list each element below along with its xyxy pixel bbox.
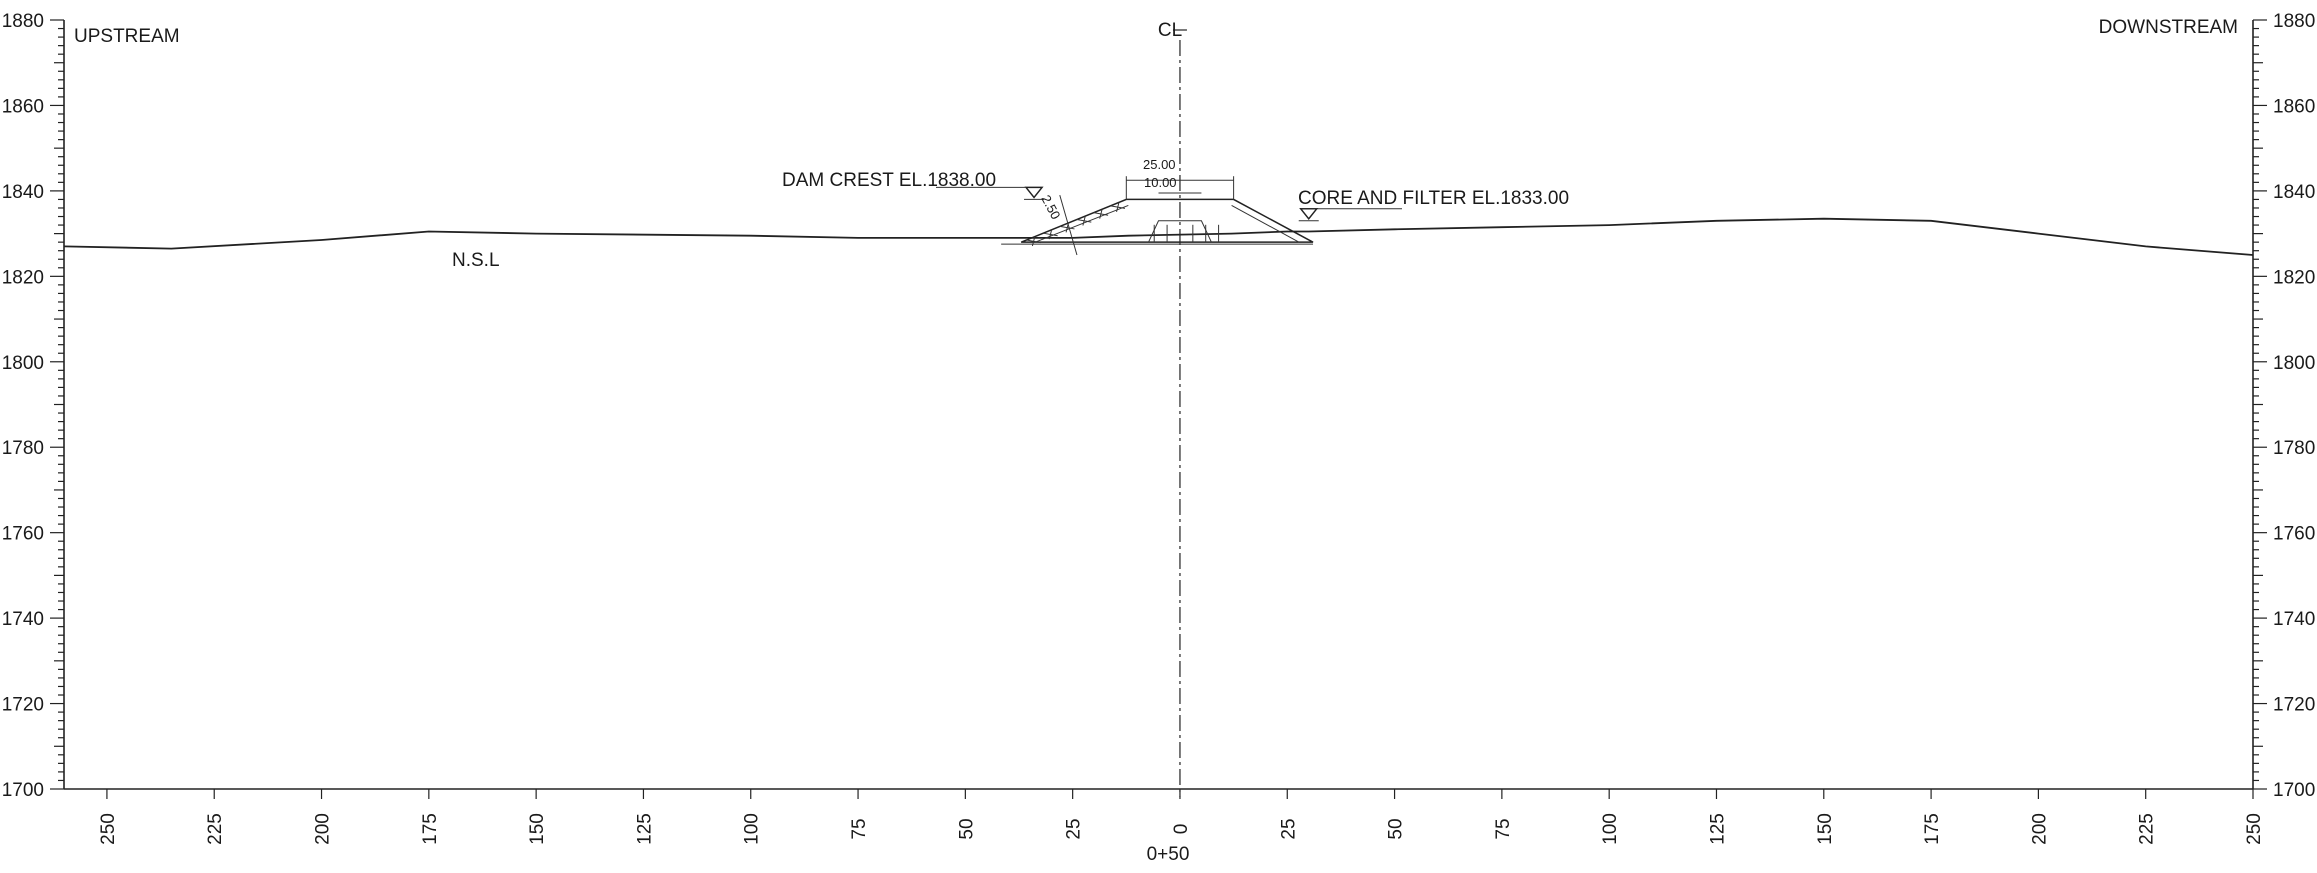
x-axis-ticks: 250 225 200 175 150 125 100 75 50 25 0 25 50 75 100 125… [98, 789, 2265, 845]
x-tick-label: 75 [1493, 818, 1514, 839]
centerline-label: CL [1158, 20, 1182, 41]
y-tick-label-right: 1740 [2273, 609, 2315, 630]
x-tick-label: 25 [1278, 818, 1299, 839]
y-tick-label-left: 1740 [2, 609, 44, 630]
core-filter-label: CORE AND FILTER EL.1833.00 [1298, 188, 1569, 209]
x-tick-label: 50 [1386, 818, 1407, 839]
slope-label: 2.50 [1038, 192, 1063, 221]
section-geometry [63, 29, 2254, 797]
y-tick-label-left: 1820 [2, 267, 44, 288]
x-tick-label: 175 [420, 813, 441, 845]
y-tick-label-right: 1780 [2273, 438, 2315, 459]
x-tick-label: 250 [98, 813, 119, 845]
y-tick-label-left: 1860 [2, 96, 44, 117]
y-tick-label-right: 1840 [2273, 182, 2315, 203]
downstream-filter-line [1231, 204, 1300, 243]
y-tick-label-right: 1880 [2273, 11, 2315, 32]
y-tick-label-left: 1760 [2, 524, 44, 545]
downstream-label: DOWNSTREAM [2099, 17, 2238, 38]
core-level-marker-symbol [1299, 208, 1319, 220]
y-tick-label-right: 1800 [2273, 353, 2315, 374]
core-outline [1148, 220, 1212, 243]
upstream-label: UPSTREAM [74, 26, 180, 47]
x-tick-label: 225 [2137, 813, 2158, 845]
y-tick-label-left: 1840 [2, 182, 44, 203]
chainage-label: 0+50 [1147, 844, 1190, 865]
slope-leader [1059, 195, 1078, 256]
y-tick-label-left: 1800 [2, 353, 44, 374]
upstream-filter-line [1034, 204, 1129, 243]
y-tick-label-right: 1860 [2273, 96, 2315, 117]
y-tick-label-left: 1720 [2, 695, 44, 716]
x-tick-label: 150 [1815, 813, 1836, 845]
x-tick-label: 100 [1600, 813, 1621, 845]
x-tick-label: 225 [205, 813, 226, 845]
plot-frame [63, 20, 2254, 790]
dam-crest-label: DAM CREST EL.1838.00 [782, 170, 996, 191]
y-tick-label-right: 1700 [2273, 780, 2315, 801]
x-tick-label: 75 [849, 818, 870, 839]
nsl-label: N.S.L [452, 250, 500, 271]
y-axis-ticks: 1700 1700 1720 1720 1740 1740 1760 1760 1780 1780… [2, 11, 2316, 801]
y-tick-label-right: 1760 [2273, 524, 2315, 545]
x-tick-label: 200 [313, 813, 334, 845]
x-tick-label: 0 [1171, 824, 1192, 835]
x-tick-label: 125 [634, 813, 655, 845]
riprap-hatching [1026, 202, 1126, 247]
natural-surface-line [63, 217, 2254, 256]
y-tick-label-right: 1720 [2273, 695, 2315, 716]
y-tick-label-right: 1820 [2273, 267, 2315, 288]
core-width-label: 10.00 [1144, 175, 1177, 190]
x-tick-label: 150 [527, 813, 548, 845]
y-tick-label-left: 1700 [2, 780, 44, 801]
x-tick-label: 50 [956, 818, 977, 839]
x-tick-label: 125 [1707, 813, 1728, 845]
crest-width-label: 25.00 [1143, 157, 1176, 172]
y-tick-label-left: 1880 [2, 11, 44, 32]
x-tick-label: 100 [742, 813, 763, 845]
x-tick-label: 200 [2029, 813, 2050, 845]
crest-level-marker-symbol [1024, 186, 1044, 199]
x-tick-label: 25 [1064, 818, 1085, 839]
x-tick-label: 175 [1922, 813, 1943, 845]
x-tick-label: 250 [2244, 813, 2265, 845]
y-tick-label-left: 1780 [2, 438, 44, 459]
